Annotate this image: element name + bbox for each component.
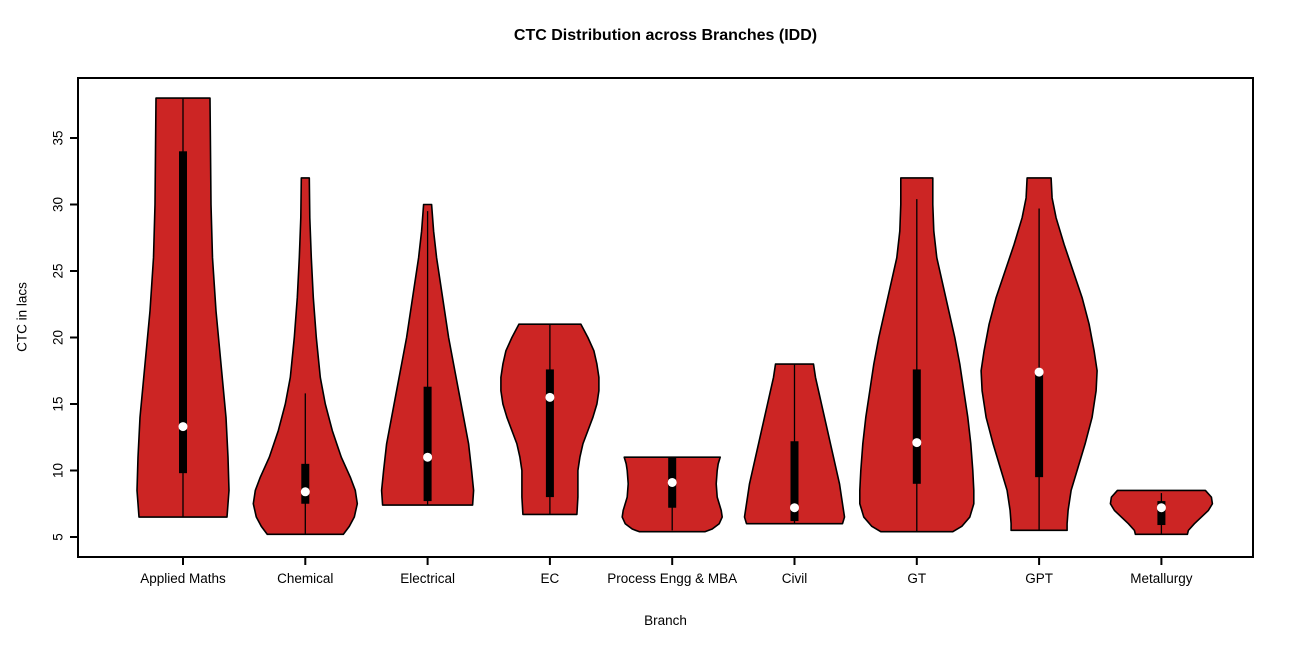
iqr-box-electrical — [423, 386, 432, 502]
median-dot-process-engg-mba — [667, 477, 677, 487]
median-dot-metallurgy — [1156, 503, 1166, 513]
median-dot-ec — [545, 392, 555, 402]
y-tick-label: 10 — [51, 463, 66, 478]
median-dot-electrical — [423, 452, 433, 462]
iqr-box-gt — [912, 369, 921, 484]
median-dot-civil — [790, 503, 799, 513]
iqr-box-ec — [545, 369, 554, 498]
iqr-box-gpt — [1035, 373, 1044, 478]
y-axis-title: CTC in lacs — [14, 282, 30, 352]
iqr-box-chemical — [301, 463, 310, 504]
plot-area-border — [77, 77, 1254, 558]
iqr-box-applied-maths — [179, 151, 187, 474]
median-dot-applied-maths — [178, 422, 188, 432]
median-dot-chemical — [300, 487, 310, 497]
chart-title: CTC Distribution across Branches (IDD) — [513, 27, 818, 44]
iqr-box-metallurgy — [1157, 501, 1166, 526]
median-dot-gpt — [1034, 367, 1044, 377]
x-tick-label: Chemical — [277, 571, 333, 586]
x-axis-title: Branch — [644, 613, 687, 628]
y-tick-label: 5 — [51, 533, 66, 541]
y-tick-label: 30 — [51, 197, 66, 212]
x-tick-label: Metallurgy — [1130, 571, 1193, 586]
x-tick-label: Civil — [782, 571, 808, 586]
iqr-box-civil — [790, 441, 799, 522]
x-tick-label: EC — [541, 571, 560, 586]
x-tick-label: GT — [907, 571, 926, 586]
y-tick-label: 35 — [51, 130, 66, 145]
x-tick-label: Applied Maths — [140, 571, 226, 586]
median-dot-gt — [912, 438, 922, 448]
y-tick-label: 20 — [51, 330, 66, 345]
y-tick-label: 15 — [51, 396, 66, 411]
x-tick-label: Process Engg & MBA — [607, 571, 737, 586]
x-tick-label: GPT — [1025, 571, 1053, 586]
violin-chemical — [252, 177, 359, 536]
y-tick-label: 25 — [51, 263, 66, 278]
x-tick-label: Electrical — [400, 571, 455, 586]
